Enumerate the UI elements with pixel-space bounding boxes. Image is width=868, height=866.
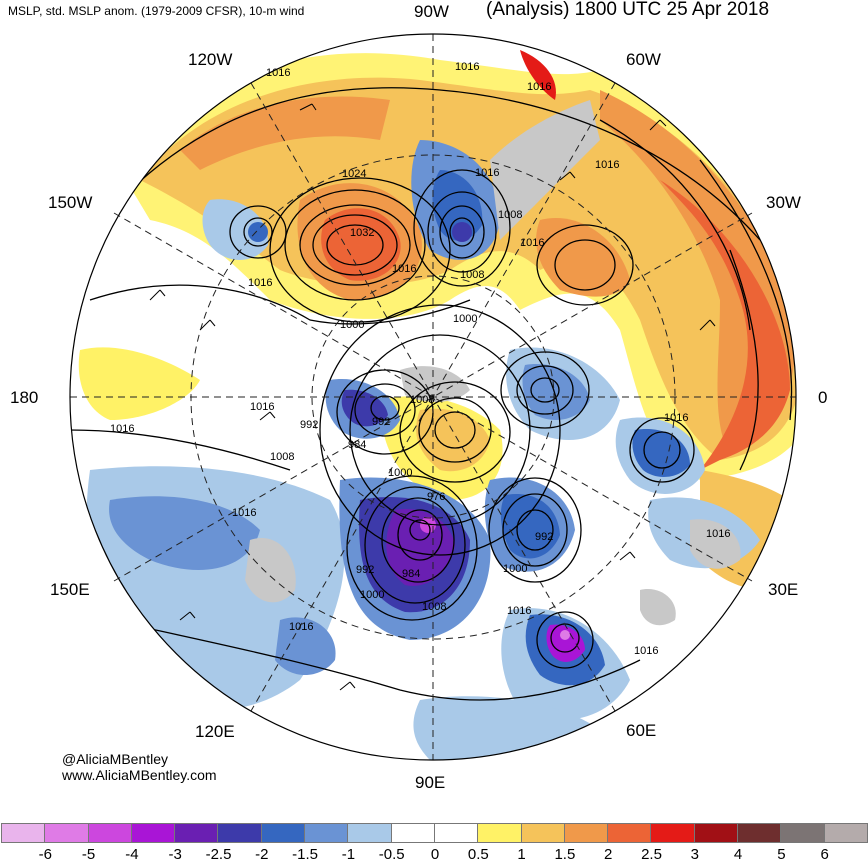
isobar-value-label: 1016 <box>520 237 544 249</box>
isobar-value-label: 1000 <box>360 589 384 601</box>
lon-label-0: 0 <box>818 388 828 407</box>
isobar-value-label: 1016 <box>507 605 531 617</box>
colorbar-tick-label: -5 <box>81 846 96 863</box>
isobar-value-label: 1008 <box>270 451 294 463</box>
isobar-value-label: 1008 <box>410 394 434 406</box>
colorbar-swatch <box>693 823 739 843</box>
colorbar-tick-label: -4 <box>125 846 139 863</box>
colorbar-tick-label: -1.5 <box>292 846 319 863</box>
colorbar-swatch <box>477 823 522 843</box>
analysis-time: (Analysis) 1800 UTC 25 Apr 2018 <box>486 0 770 20</box>
colorbar-tick-label: 2.5 <box>641 846 662 863</box>
colorbar-tick-label: 1 <box>517 846 526 863</box>
isobar-value-label: 1016 <box>475 167 499 179</box>
isobar-value-label: 1000 <box>388 467 412 479</box>
colorbar-tick-label: -1 <box>341 846 356 863</box>
isobar-value-label: 1008 <box>460 269 484 281</box>
map-boundary <box>69 33 797 761</box>
lon-label-60e: 60E <box>626 721 657 740</box>
isobar-value-label: 1016 <box>392 263 416 275</box>
isobar-value-label: 992 <box>535 531 553 543</box>
colorbar-swatch <box>737 823 782 843</box>
wind-barbs <box>149 103 716 691</box>
colorbar-swatch <box>650 823 695 843</box>
colorbar-swatch <box>520 823 565 843</box>
colorbar-tick-label: -0.5 <box>378 846 405 863</box>
colorbar-tick-label: 5 <box>777 846 786 863</box>
isobar-value-label: 992 <box>372 416 390 428</box>
isobar-value-label: 1024 <box>342 168 366 180</box>
isobar-value-label: 1032 <box>350 227 374 239</box>
colorbar-tick-label: 0 <box>430 846 440 863</box>
isobar-value-label: 1016 <box>250 401 274 413</box>
anomaly-colorbar <box>1 823 868 843</box>
colorbar-swatch <box>563 823 609 843</box>
lon-label-120w: 120W <box>188 50 233 69</box>
isobar-value-label: 1000 <box>340 319 364 331</box>
colorbar-swatch <box>780 823 825 843</box>
isobar-value-label: 976 <box>427 491 445 503</box>
polar-map: 1016 1016 1016 1016 1016 1008 1016 1024 1032 1016… <box>69 33 797 761</box>
isobar-value-label: 992 <box>356 564 374 576</box>
isobar-value-label: 1000 <box>503 563 527 575</box>
graticule <box>70 34 796 760</box>
lon-label-150e: 150E <box>50 580 90 599</box>
isobars <box>70 87 793 701</box>
isobar-value-label: 1016 <box>595 159 619 171</box>
colorbar-swatch <box>390 823 435 843</box>
isobar-value-label: 1008 <box>498 209 522 221</box>
colorbar-swatch <box>347 823 392 843</box>
lon-label-90e: 90E <box>415 773 446 792</box>
isobar-value-label: 992 <box>300 419 318 431</box>
colorbar-swatch <box>1 823 46 843</box>
colorbar-swatch <box>87 823 132 843</box>
isobar-value-label: 1016 <box>706 528 730 540</box>
isobar-value-label: 1016 <box>110 423 134 435</box>
colorbar-swatch <box>823 823 868 843</box>
isobar-value-label: 1000 <box>453 313 477 325</box>
isobar-value-label: 1016 <box>232 507 256 519</box>
lon-label-60w: 60W <box>626 50 661 69</box>
map-title: MSLP, std. MSLP anom. (1979-2009 CFSR), … <box>8 4 305 18</box>
colorbar-tick-label: 1.5 <box>554 846 576 863</box>
isobar-value-label: 1016 <box>455 61 479 73</box>
colorbar-swatch <box>44 823 89 843</box>
isobar-value-label: 1016 <box>664 412 688 424</box>
colorbar-swatch <box>174 823 219 843</box>
colorbar-tick-label: -2 <box>255 846 269 863</box>
lon-label-180: 180 <box>10 388 39 407</box>
isobar-labels: 1016 1016 1016 1016 1016 1008 1016 1024 1032 1016… <box>110 61 730 657</box>
isobar-value-label: 1016 <box>266 67 290 79</box>
colorbar-labels: -6 -5 -4 -3 -2.5 -2 -1.5 -1 -0.5 0 0.5 1 1.5 2 2.5 3 4 5 6 <box>0 846 868 866</box>
colorbar-tick-label: 6 <box>820 846 829 863</box>
colorbar-tick-label: -2.5 <box>205 846 232 863</box>
lon-label-90w: 90W <box>414 2 449 21</box>
isobar-value-label: 1016 <box>634 645 658 657</box>
colorbar-swatch <box>607 823 652 843</box>
isobar-value-label: 1016 <box>289 621 313 633</box>
isobar-value-label: 984 <box>348 439 366 451</box>
lon-label-30w: 30W <box>766 193 801 212</box>
lon-label-30e: 30E <box>768 580 799 599</box>
colorbar-swatch <box>217 823 262 843</box>
colorbar-swatch <box>260 823 306 843</box>
lon-label-120e: 120E <box>195 722 235 741</box>
colorbar-tick-label: 2 <box>604 846 613 863</box>
colorbar-tick-label: 0.5 <box>467 846 489 863</box>
colorbar-tick-label: 4 <box>733 846 743 863</box>
credit-website: www.AliciaMBentley.com <box>62 767 217 783</box>
credit-handle: @AliciaMBentley <box>62 751 169 767</box>
lon-label-150w: 150W <box>48 193 93 212</box>
isobar-value-label: 1016 <box>248 277 272 289</box>
isobar-value-label: 1016 <box>527 81 551 93</box>
colorbar-tick-label: -3 <box>168 846 182 863</box>
isobar-value-label: 1008 <box>422 601 446 613</box>
isobar-value-label: 984 <box>402 568 420 580</box>
colorbar-swatch <box>130 823 176 843</box>
colorbar-tick-label: 3 <box>690 846 699 863</box>
colorbar-tick-label: -6 <box>38 846 52 863</box>
colorbar-swatch <box>433 823 479 843</box>
colorbar-swatch <box>304 823 349 843</box>
